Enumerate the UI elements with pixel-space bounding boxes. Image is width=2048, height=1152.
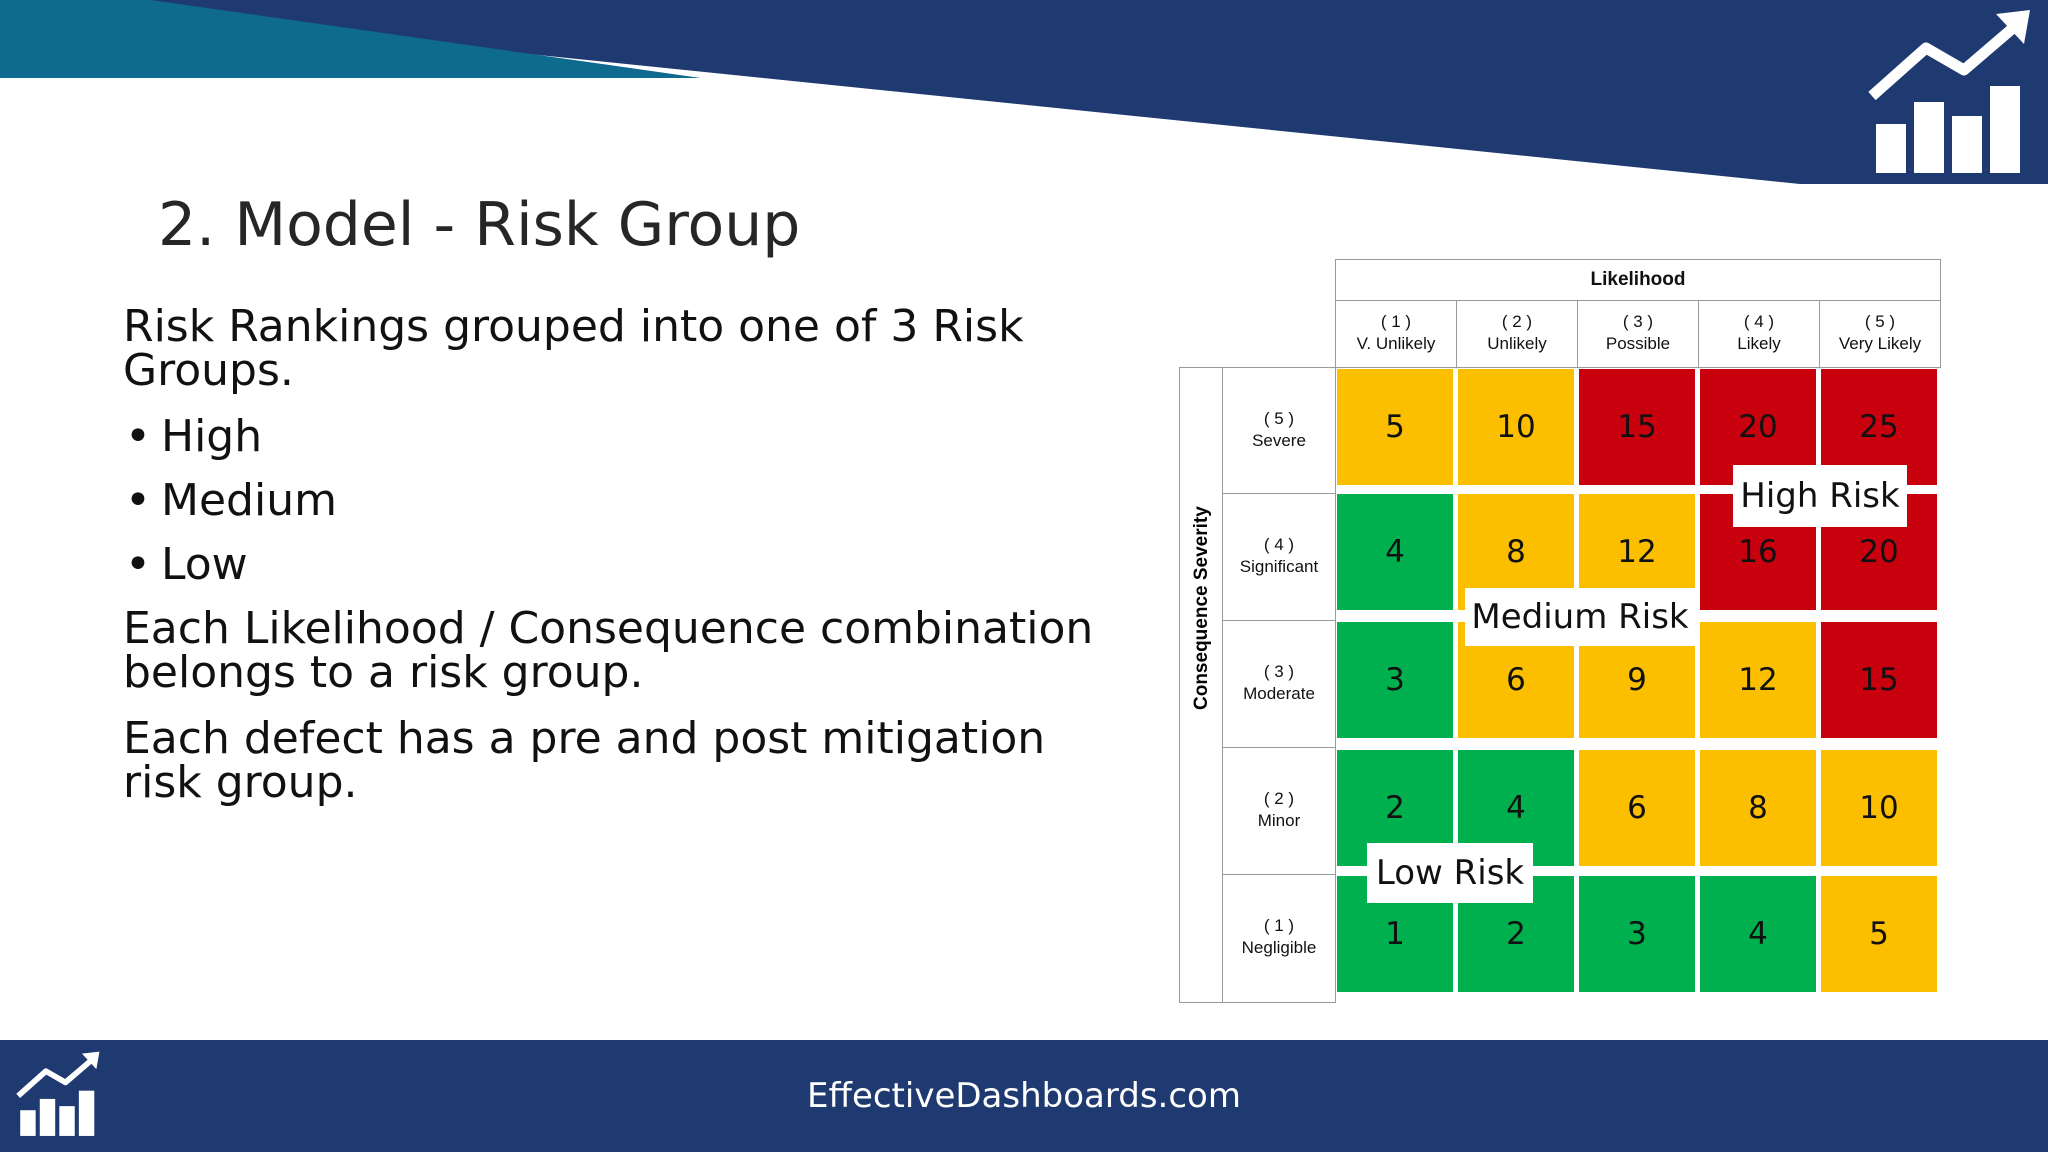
- list-item: High: [123, 415, 1113, 460]
- risk-cell: 16: [1700, 494, 1816, 610]
- row-number: ( 4 ): [1263, 535, 1295, 554]
- risk-cell: 25: [1821, 369, 1937, 485]
- risk-cell: 8: [1700, 750, 1816, 866]
- footer-bar: [0, 1040, 2048, 1152]
- row-label: Minor: [1257, 811, 1301, 830]
- column-header: ( 4 ) Likely: [1698, 300, 1820, 368]
- risk-cell: 4: [1458, 750, 1574, 866]
- risk-cell: 1: [1337, 876, 1453, 992]
- risk-cell: 20: [1821, 494, 1937, 610]
- bar-chart-trend-icon: [1868, 10, 2030, 173]
- risk-cell: 8: [1458, 494, 1574, 610]
- risk-cell: 9: [1579, 622, 1695, 738]
- severity-axis: [1179, 367, 1223, 1003]
- row-number: ( 5 ): [1263, 409, 1295, 428]
- row-label: Significant: [1239, 557, 1319, 576]
- row-header: ( 3 ) Moderate: [1222, 620, 1336, 748]
- high-risk-badge: High Risk: [1733, 465, 1907, 527]
- row-header: ( 5 ) Severe: [1222, 367, 1336, 494]
- mitigation-text: Each defect has a pre and post mitigatio…: [123, 713, 1046, 808]
- row-label: Negligible: [1241, 938, 1317, 957]
- row-number: ( 3 ): [1263, 662, 1295, 681]
- risk-cell: 6: [1579, 750, 1695, 866]
- risk-cell: 4: [1700, 876, 1816, 992]
- risk-cell: 5: [1337, 369, 1453, 485]
- row-header: ( 2 ) Minor: [1222, 747, 1336, 875]
- risk-cell: 10: [1458, 369, 1574, 485]
- risk-cell: 12: [1579, 494, 1695, 610]
- severity-axis-label: Consequence Severity: [1191, 506, 1212, 710]
- risk-cell: 3: [1579, 876, 1695, 992]
- column-header: ( 5 ) Very Likely: [1819, 300, 1941, 368]
- likelihood-header: Likelihood: [1335, 259, 1941, 301]
- column-label: Unlikely: [1487, 334, 1547, 353]
- row-header: ( 1 ) Negligible: [1222, 874, 1336, 1003]
- footer-link[interactable]: EffectiveDashboards.com: [807, 1076, 1241, 1116]
- column-number: ( 1 ): [1380, 312, 1412, 331]
- risk-cell: 2: [1458, 876, 1574, 992]
- list-item: Medium: [123, 479, 1113, 524]
- column-number: ( 3 ): [1622, 312, 1654, 331]
- column-header: ( 2 ) Unlikely: [1456, 300, 1578, 368]
- row-number: ( 2 ): [1263, 789, 1295, 808]
- row-label: Severe: [1252, 431, 1306, 450]
- column-header: ( 1 ) V. Unlikely: [1335, 300, 1457, 368]
- top-banner: [0, 0, 2048, 184]
- risk-cell: 15: [1579, 369, 1695, 485]
- column-label: Likely: [1737, 334, 1781, 353]
- intro-text: Risk Rankings grouped into one of 3 Risk…: [123, 301, 1024, 396]
- column-number: ( 5 ): [1864, 312, 1896, 331]
- row-header: ( 4 ) Significant: [1222, 493, 1336, 621]
- column-header: ( 3 ) Possible: [1577, 300, 1699, 368]
- low-risk-badge: Low Risk: [1367, 843, 1533, 903]
- risk-cell: 12: [1700, 622, 1816, 738]
- risk-cell: 15: [1821, 622, 1937, 738]
- risk-cell: 20: [1700, 369, 1816, 485]
- combination-text: Each Likelihood / Consequence combinatio…: [123, 603, 1094, 698]
- row-number: ( 1 ): [1263, 916, 1295, 935]
- medium-risk-badge: Medium Risk: [1465, 588, 1695, 646]
- risk-cell: 10: [1821, 750, 1937, 866]
- risk-group-list: High Medium Low: [123, 415, 1113, 588]
- column-number: ( 4 ): [1743, 312, 1775, 331]
- list-item: Low: [123, 543, 1113, 588]
- page-title: 2. Model - Risk Group: [158, 190, 801, 260]
- bar-chart-trend-icon: [16, 1051, 100, 1136]
- risk-cell: 2: [1337, 750, 1453, 866]
- column-label: Possible: [1605, 334, 1671, 353]
- risk-cell: 6: [1458, 622, 1574, 738]
- column-label: Very Likely: [1838, 334, 1922, 353]
- slide-body: Risk Rankings grouped into one of 3 Risk…: [123, 305, 1113, 827]
- risk-cell: 5: [1821, 876, 1937, 992]
- row-label: Moderate: [1243, 684, 1315, 703]
- column-number: ( 2 ): [1501, 312, 1533, 331]
- column-label: V. Unlikely: [1356, 334, 1436, 353]
- risk-cell: 3: [1337, 622, 1453, 738]
- risk-cell: 4: [1337, 494, 1453, 610]
